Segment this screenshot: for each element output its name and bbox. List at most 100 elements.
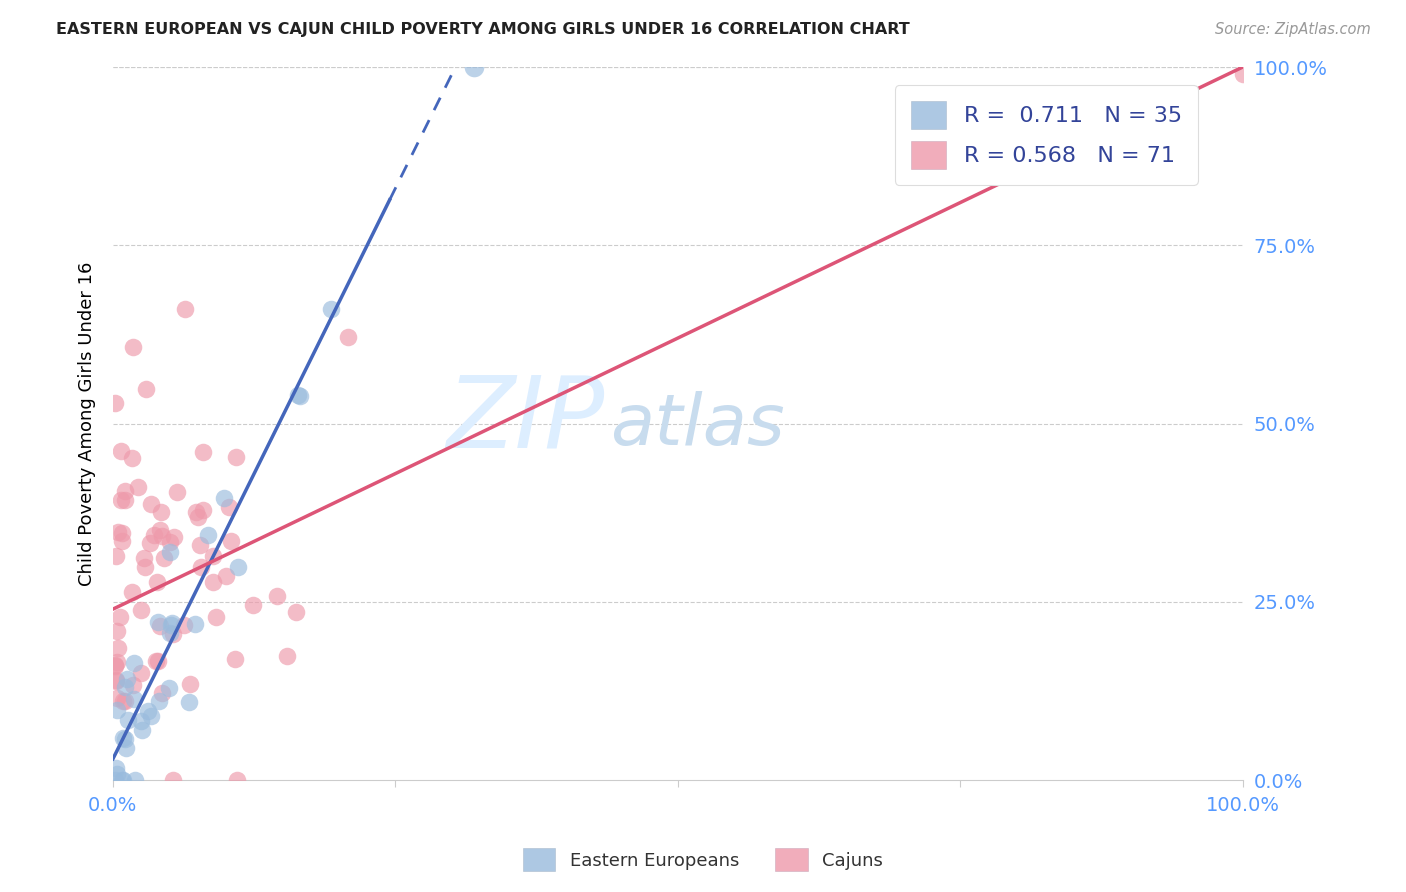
- Cajuns: [202, 549, 225, 563]
- Eastern Europeans: [124, 692, 146, 706]
- Cajuns: [121, 677, 143, 691]
- Cajuns: [105, 691, 128, 706]
- Cajuns: [224, 651, 246, 665]
- Cajuns: [105, 549, 128, 563]
- Cajuns: [108, 610, 131, 624]
- Eastern Europeans: [226, 560, 249, 574]
- Cajuns: [135, 382, 157, 396]
- Cajuns: [173, 618, 195, 632]
- Legend: Eastern Europeans, Cajuns: Eastern Europeans, Cajuns: [516, 841, 890, 879]
- Eastern Europeans: [112, 773, 135, 788]
- Eastern Europeans: [288, 389, 311, 403]
- Cajuns: [148, 654, 170, 668]
- Text: Source: ZipAtlas.com: Source: ZipAtlas.com: [1215, 22, 1371, 37]
- Cajuns: [190, 560, 212, 574]
- Cajuns: [266, 589, 288, 603]
- Cajuns: [166, 484, 188, 499]
- Cajuns: [105, 655, 128, 669]
- Cajuns: [1232, 67, 1254, 81]
- Cajuns: [121, 451, 143, 466]
- Legend: R =  0.711   N = 35, R = 0.568   N = 71: R = 0.711 N = 35, R = 0.568 N = 71: [896, 86, 1198, 185]
- Cajuns: [143, 528, 166, 542]
- Eastern Europeans: [319, 302, 342, 317]
- Cajuns: [105, 673, 128, 687]
- Cajuns: [139, 535, 162, 549]
- Eastern Europeans: [197, 528, 219, 542]
- Eastern Europeans: [184, 616, 207, 631]
- Eastern Europeans: [111, 773, 134, 788]
- Cajuns: [114, 484, 136, 499]
- Eastern Europeans: [160, 618, 183, 632]
- Eastern Europeans: [112, 731, 135, 746]
- Cajuns: [284, 605, 307, 619]
- Text: atlas: atlas: [610, 391, 785, 459]
- Eastern Europeans: [114, 732, 136, 747]
- Cajuns: [127, 480, 149, 494]
- Eastern Europeans: [124, 773, 146, 788]
- Cajuns: [149, 619, 172, 633]
- Eastern Europeans: [148, 694, 170, 708]
- Cajuns: [104, 673, 127, 688]
- Eastern Europeans: [159, 545, 181, 559]
- Cajuns: [221, 534, 243, 549]
- Eastern Europeans: [104, 761, 127, 775]
- Cajuns: [104, 657, 127, 672]
- Eastern Europeans: [157, 681, 180, 695]
- Eastern Europeans: [287, 388, 309, 402]
- Y-axis label: Child Poverty Among Girls Under 16: Child Poverty Among Girls Under 16: [79, 261, 96, 586]
- Eastern Europeans: [139, 709, 162, 723]
- Cajuns: [141, 497, 163, 511]
- Cajuns: [134, 560, 156, 574]
- Cajuns: [225, 773, 247, 788]
- Eastern Europeans: [146, 615, 169, 629]
- Cajuns: [150, 505, 173, 519]
- Eastern Europeans: [136, 704, 159, 718]
- Eastern Europeans: [131, 723, 153, 737]
- Eastern Europeans: [124, 656, 146, 670]
- Cajuns: [146, 575, 169, 590]
- Cajuns: [163, 530, 186, 544]
- Cajuns: [159, 534, 181, 549]
- Cajuns: [110, 443, 132, 458]
- Cajuns: [173, 301, 195, 316]
- Eastern Europeans: [160, 615, 183, 630]
- Cajuns: [204, 610, 226, 624]
- Cajuns: [162, 627, 184, 641]
- Cajuns: [105, 624, 128, 638]
- Cajuns: [148, 523, 170, 537]
- Cajuns: [122, 340, 145, 354]
- Eastern Europeans: [129, 714, 152, 728]
- Cajuns: [184, 506, 207, 520]
- Cajuns: [218, 500, 240, 514]
- Cajuns: [191, 444, 214, 458]
- Cajuns: [111, 534, 134, 549]
- Cajuns: [107, 524, 129, 539]
- Cajuns: [132, 551, 155, 566]
- Cajuns: [111, 525, 134, 540]
- Cajuns: [214, 569, 236, 583]
- Eastern Europeans: [105, 767, 128, 781]
- Cajuns: [276, 649, 298, 664]
- Cajuns: [107, 641, 129, 656]
- Eastern Europeans: [104, 773, 127, 788]
- Eastern Europeans: [212, 491, 235, 505]
- Cajuns: [179, 677, 201, 691]
- Cajuns: [121, 585, 143, 599]
- Cajuns: [104, 395, 127, 409]
- Text: EASTERN EUROPEAN VS CAJUN CHILD POVERTY AMONG GIRLS UNDER 16 CORRELATION CHART: EASTERN EUROPEAN VS CAJUN CHILD POVERTY …: [56, 22, 910, 37]
- Eastern Europeans: [105, 703, 128, 717]
- Cajuns: [187, 509, 209, 524]
- Cajuns: [114, 694, 136, 708]
- Cajuns: [129, 603, 152, 617]
- Cajuns: [150, 686, 173, 700]
- Eastern Europeans: [117, 714, 139, 728]
- Point: [463, 60, 485, 74]
- Eastern Europeans: [115, 673, 138, 687]
- Cajuns: [131, 665, 153, 680]
- Cajuns: [162, 773, 184, 788]
- Cajuns: [191, 502, 214, 516]
- Cajuns: [188, 537, 211, 551]
- Eastern Europeans: [179, 695, 201, 709]
- Cajuns: [242, 598, 264, 612]
- Text: ZIP: ZIP: [446, 372, 605, 468]
